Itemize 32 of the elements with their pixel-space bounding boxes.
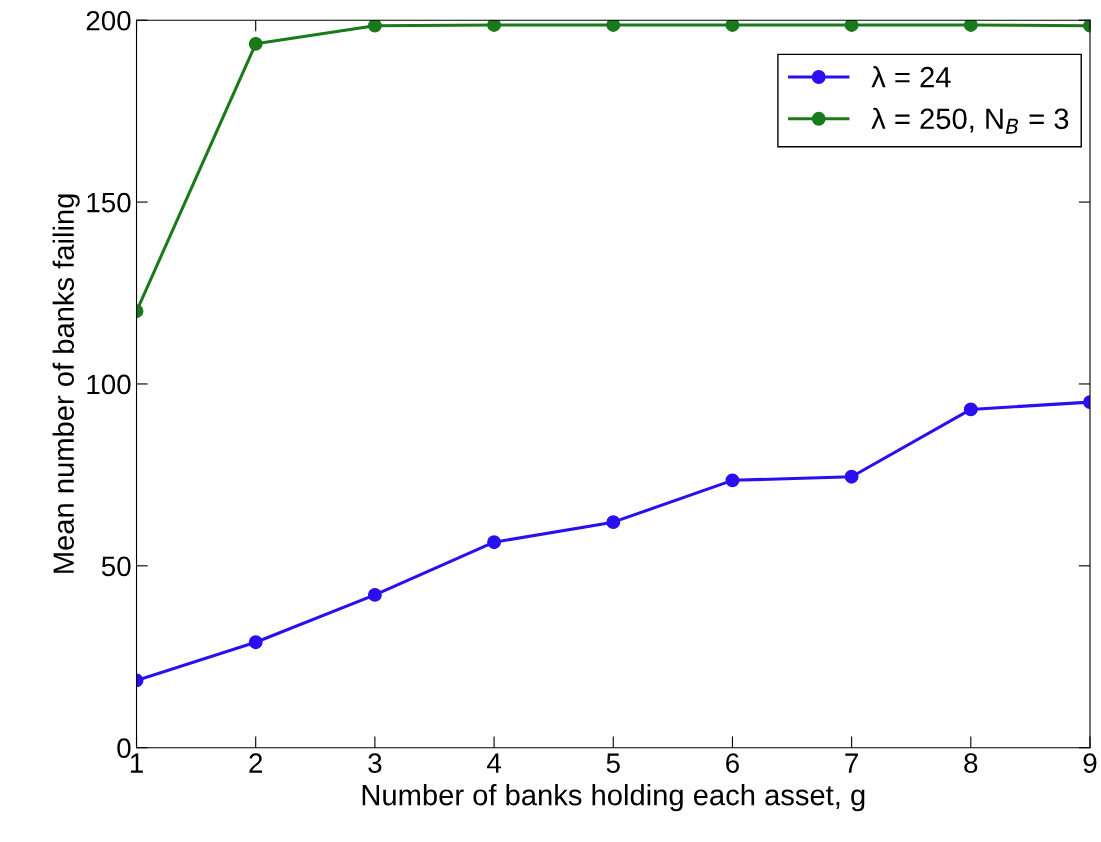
y-tick-label: 0 (117, 738, 131, 759)
point (248, 635, 263, 650)
x-tick-label: 6 (726, 753, 739, 773)
y-tick-label: 100 (87, 374, 131, 395)
x-tick-label: 2 (249, 753, 263, 773)
y-tick-label: 150 (87, 192, 131, 213)
x-tick-label: 7 (845, 753, 858, 773)
x-tick-label: 8 (964, 753, 978, 773)
legend-label: λ = 24 (871, 66, 951, 88)
x-tick-label: 1 (130, 753, 143, 773)
point (606, 20, 621, 32)
point (844, 469, 859, 484)
y-tick-label: 50 (101, 556, 131, 577)
legend-label: λ = 250, N$_{B}$ = 3 (871, 107, 1069, 134)
point (487, 535, 502, 550)
y-axis-title: Mean number of banks failing (52, 194, 80, 573)
x-tick-label: 3 (368, 753, 382, 773)
x-axis-title: Number of banks holding each asset, g (362, 784, 865, 812)
point (367, 20, 382, 33)
point (487, 20, 502, 32)
point (725, 473, 740, 488)
x-tick-label: 9 (1083, 753, 1097, 773)
y-tick-label: 200 (86, 10, 131, 31)
point (725, 20, 740, 32)
x-tick-label: 4 (486, 753, 501, 773)
x-tick-label: 5 (606, 753, 620, 773)
point (963, 20, 978, 32)
point (963, 402, 978, 417)
point (606, 515, 621, 530)
point (367, 587, 382, 602)
point (248, 36, 263, 51)
point (844, 20, 859, 32)
